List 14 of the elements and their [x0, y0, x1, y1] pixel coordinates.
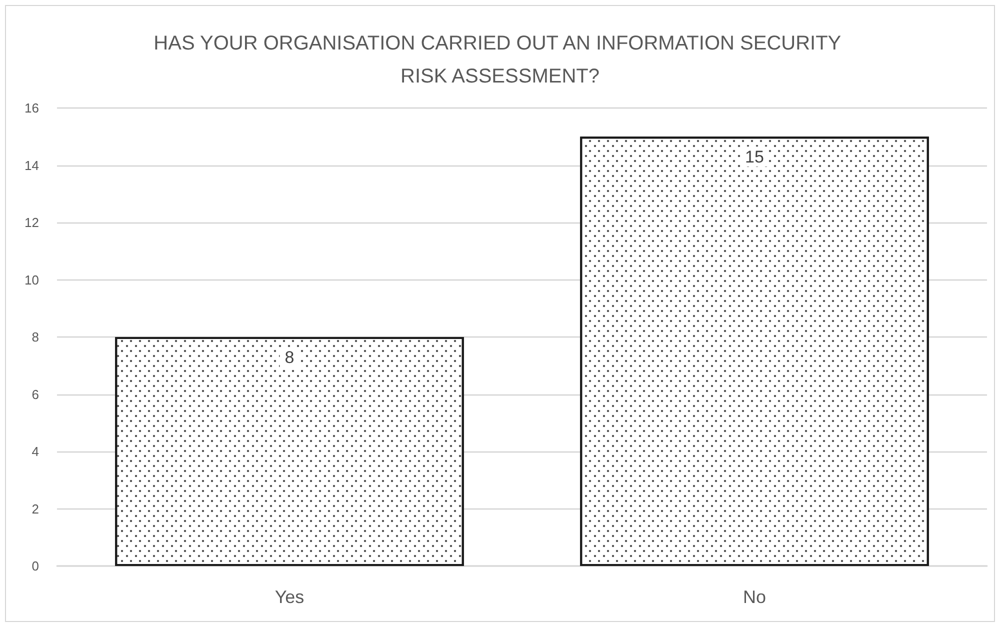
- y-tick-label: 2: [32, 501, 39, 516]
- x-tick-label: No: [742, 587, 766, 607]
- chart-title: HAS YOUR ORGANISATION CARRIED OUT AN INFORMATION SECURITY RISK ASSESSMENT?: [154, 32, 846, 88]
- y-tick-label: 6: [32, 386, 39, 402]
- y-tick-label: 12: [24, 215, 39, 230]
- y-tick-label: 0: [32, 558, 39, 574]
- y-tick-label: 16: [24, 100, 39, 116]
- x-tick-label: Yes: [274, 587, 304, 607]
- data-label: 15: [745, 148, 764, 167]
- y-tick-label: 14: [24, 158, 39, 173]
- y-tick-label: 4: [32, 444, 39, 459]
- data-label: 8: [284, 348, 294, 367]
- y-tick-label: 10: [24, 272, 39, 288]
- y-tick-label: 8: [32, 330, 39, 344]
